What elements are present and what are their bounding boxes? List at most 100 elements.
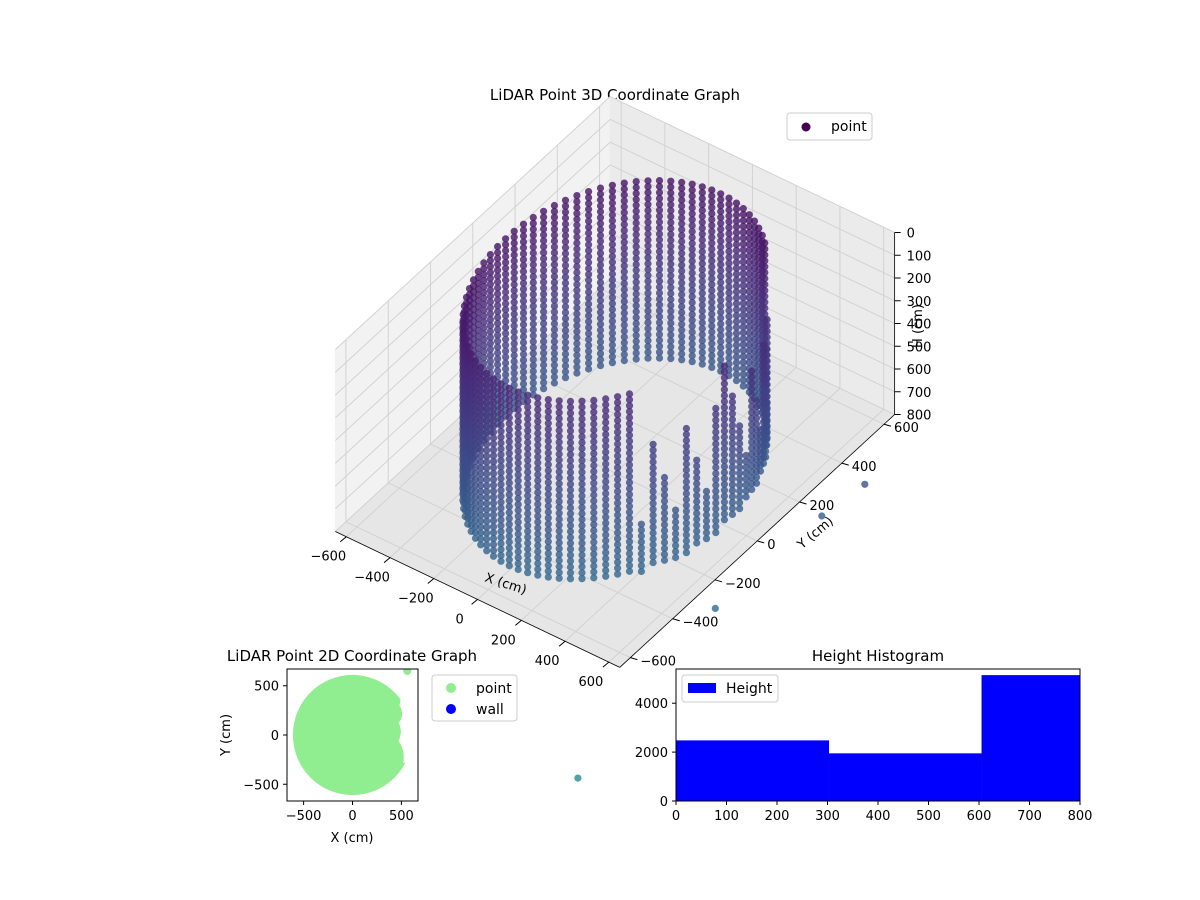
lidar-point	[688, 310, 696, 318]
lidar-point	[550, 367, 559, 375]
lidar-point	[555, 450, 563, 458]
lidar-point	[745, 353, 753, 361]
lidar-point	[688, 340, 696, 348]
lidar-point	[818, 512, 826, 520]
lidar-point	[534, 512, 542, 520]
lidar-point	[708, 198, 716, 206]
lidar-point	[625, 473, 634, 481]
lidar-point	[486, 268, 494, 276]
lidar-point	[505, 473, 513, 481]
lidar-point	[489, 540, 498, 549]
lidar-point	[625, 408, 634, 416]
lidar-point	[566, 433, 575, 441]
lidar-point	[486, 292, 494, 300]
lidar-point	[644, 289, 652, 297]
lidar-point	[614, 440, 622, 448]
lidar-point	[514, 512, 522, 520]
lidar-point	[708, 363, 716, 371]
lidar-point	[561, 338, 570, 346]
lidar-point	[544, 455, 552, 463]
lidar-point	[632, 284, 640, 292]
lidar-point	[510, 310, 518, 318]
lidar-point	[574, 774, 582, 782]
lidar-point	[497, 392, 505, 400]
lidar-point	[602, 448, 610, 456]
lidar-point	[555, 409, 563, 417]
lidar-point	[561, 332, 570, 340]
lidar-point	[682, 424, 691, 433]
lidar-point	[519, 362, 528, 370]
lidar-point	[732, 365, 741, 373]
lidar-point	[708, 204, 716, 212]
lidar-point	[489, 434, 498, 442]
lidar-point	[682, 430, 691, 438]
lidar-point	[602, 478, 610, 486]
lidar-point	[702, 523, 711, 531]
lidar-point	[566, 451, 575, 459]
lidar-point	[608, 323, 617, 331]
lidar-point	[480, 259, 488, 267]
lidar-point	[717, 278, 725, 287]
lidar-point	[608, 181, 617, 189]
lidar-point	[717, 243, 725, 251]
lidar-point	[625, 484, 634, 493]
lidar-point	[505, 384, 513, 392]
lidar-point	[667, 242, 675, 250]
lidar-point	[534, 441, 542, 449]
lidar-point	[688, 192, 696, 200]
lidar-point	[602, 501, 610, 509]
lidar-point	[608, 240, 617, 248]
lidar-point	[471, 422, 480, 430]
lidar-point	[489, 546, 498, 555]
lidar-point	[732, 276, 741, 284]
lidar-point	[519, 267, 528, 276]
lidar-point	[585, 193, 593, 202]
lidar-point	[483, 387, 491, 395]
lidar-point	[739, 222, 747, 230]
lidar-point	[524, 551, 532, 559]
lidar-point	[489, 428, 498, 436]
lidar-point	[534, 488, 542, 496]
lidar-point	[720, 433, 729, 441]
lidar-point	[540, 367, 548, 375]
lidar-point	[625, 490, 634, 498]
lidar-point	[759, 365, 768, 373]
lidar-point	[758, 231, 766, 239]
lidar-point	[655, 177, 664, 185]
lidar-point	[489, 398, 498, 407]
lidar-point	[649, 517, 657, 525]
lidar-point	[550, 379, 559, 387]
lidar-point	[693, 533, 701, 541]
x-tick-label-hist: 500	[916, 809, 941, 824]
lidar-point	[660, 538, 669, 547]
x-tick-label-3d: −400	[354, 571, 390, 586]
lidar-point	[660, 503, 669, 511]
lidar-point	[550, 284, 559, 292]
lidar-point	[529, 261, 537, 269]
lidar-point	[602, 407, 610, 415]
lidar-point	[573, 251, 581, 259]
lidar-point	[561, 297, 570, 305]
lidar-point	[614, 570, 622, 578]
lidar-point	[502, 359, 510, 367]
lidar-point	[678, 303, 686, 311]
lidar-point	[620, 238, 628, 246]
lidar-point	[745, 305, 753, 313]
lidar-point	[497, 486, 505, 494]
lidar-point	[505, 497, 513, 505]
lidar-point	[728, 422, 737, 430]
lidar-point	[602, 543, 610, 551]
lidar-point	[573, 298, 581, 306]
z-axis-label-3d: H (cm)	[911, 304, 926, 348]
lidar-point	[529, 249, 537, 257]
lidar-point	[534, 494, 542, 502]
lidar-point	[590, 521, 598, 529]
x-tick-3d	[339, 536, 347, 543]
lidar-point	[480, 336, 488, 344]
lidar-point	[655, 324, 664, 333]
lidar-point	[529, 296, 537, 304]
lidar-point	[573, 328, 581, 336]
lidar-point	[614, 511, 622, 519]
lidar-point	[632, 314, 640, 322]
lidar-point	[544, 413, 552, 421]
